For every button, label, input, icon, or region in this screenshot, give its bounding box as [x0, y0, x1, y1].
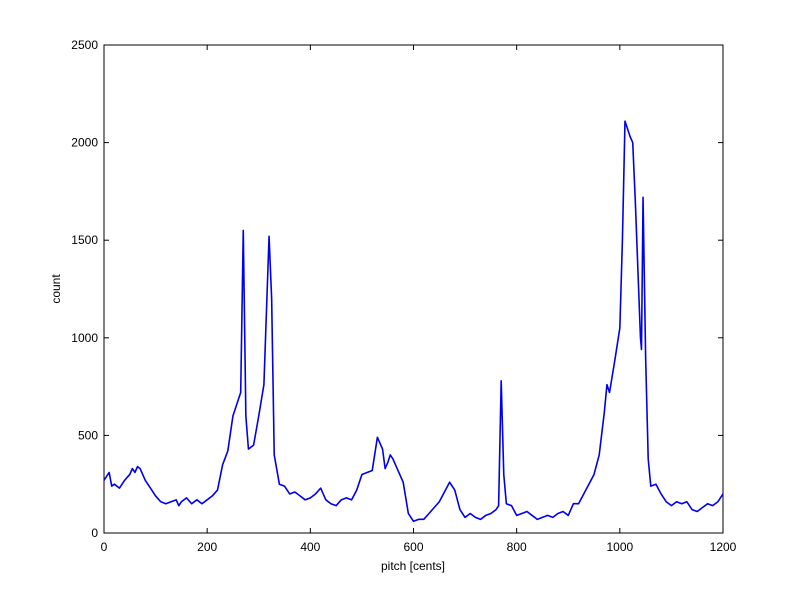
x-tick-label: 200: [197, 540, 217, 554]
y-axis-label: count: [49, 274, 63, 304]
x-tick-label: 1200: [710, 540, 737, 554]
y-tick-label: 1500: [71, 233, 98, 247]
x-tick-label: 600: [403, 540, 423, 554]
y-tick-label: 0: [91, 526, 98, 540]
y-tick-label: 2500: [71, 38, 98, 52]
x-tick-label: 400: [300, 540, 320, 554]
x-axis-label: pitch [cents]: [381, 559, 445, 573]
y-tick-label: 500: [78, 428, 98, 442]
data-line: [103, 120, 724, 523]
x-tick-label: 1000: [606, 540, 633, 554]
y-tick-label: 1000: [71, 331, 98, 345]
x-tick-label: 0: [101, 540, 108, 554]
y-tick-label: 2000: [71, 136, 98, 150]
x-tick-label: 800: [507, 540, 527, 554]
